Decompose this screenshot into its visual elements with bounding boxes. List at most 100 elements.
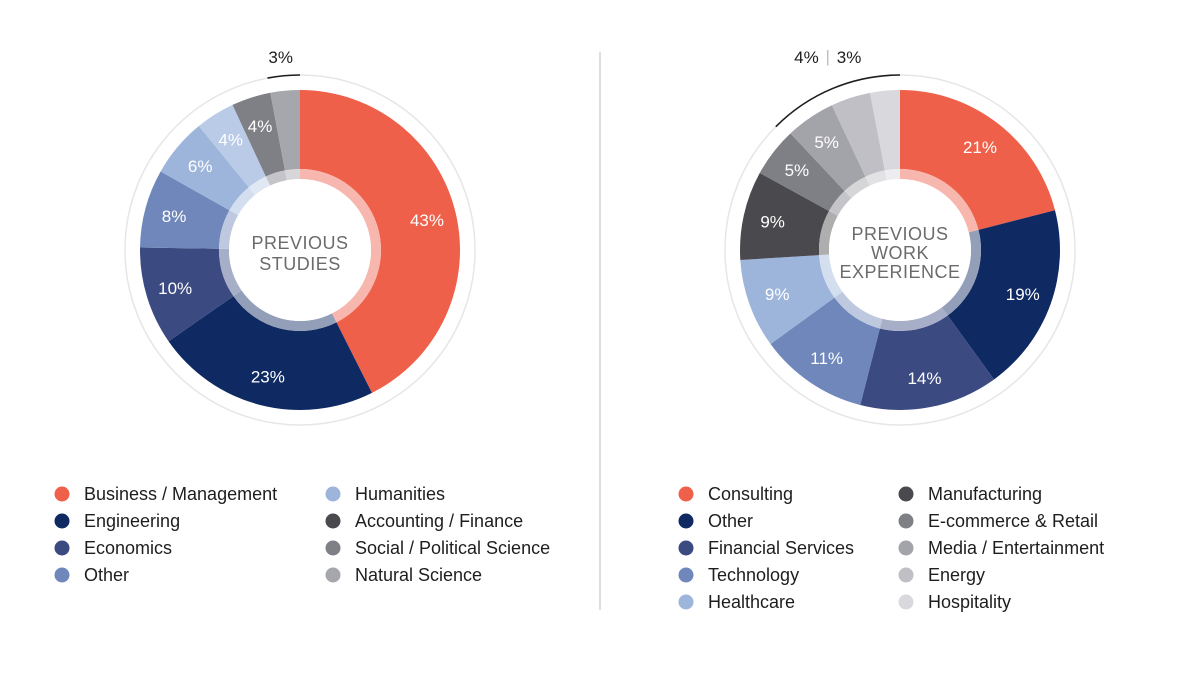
donut-hole xyxy=(229,179,371,321)
slice-value-label: 11% xyxy=(810,349,843,368)
legend-marker xyxy=(325,486,341,502)
center-label-line: WORK xyxy=(871,243,929,263)
callout-bracket xyxy=(267,74,301,79)
slice-inner-band-energy xyxy=(865,170,887,186)
slice-value-label: 9% xyxy=(765,285,790,304)
slice-value-label: 10% xyxy=(158,279,192,298)
slice-inner-band-consulting xyxy=(900,169,979,233)
slice-inner-band-media-entertainment xyxy=(844,176,870,199)
legend-label: Manufacturing xyxy=(928,484,1042,504)
slice-business-management xyxy=(300,90,460,393)
legend-marker xyxy=(898,486,914,502)
slice-value-label: 6% xyxy=(188,157,213,176)
slice-hospitality xyxy=(870,90,900,171)
legend-marker xyxy=(54,567,70,583)
legend-label: Social / Political Science xyxy=(355,538,550,558)
legend-label: Energy xyxy=(928,565,985,585)
slice-value-label: 43% xyxy=(410,211,444,230)
slice-accounting-finance xyxy=(198,104,266,188)
slice-media-entertainment xyxy=(790,105,866,191)
slice-value-label: 21% xyxy=(963,138,997,157)
legend-marker xyxy=(54,513,70,529)
slice-consulting xyxy=(900,90,1055,230)
legend-marker xyxy=(898,594,914,610)
slice-inner-band-technology xyxy=(834,291,883,329)
slice-inner-band-natural-science xyxy=(284,169,300,181)
legend-label: Humanities xyxy=(355,484,445,504)
legend-marker xyxy=(678,567,694,583)
callout-value-label: 3% xyxy=(268,48,293,67)
legend-label: Other xyxy=(84,565,129,585)
legend-label: Economics xyxy=(84,538,172,558)
legend-label: Financial Services xyxy=(708,538,854,558)
legend-marker xyxy=(325,540,341,556)
slice-humanities xyxy=(160,126,249,211)
legend-marker xyxy=(678,513,694,529)
slice-inner-band-financial-services xyxy=(879,307,948,331)
legend-label: Engineering xyxy=(84,511,180,531)
callout-value-label: 3% xyxy=(837,48,862,67)
center-label-line: EXPERIENCE xyxy=(839,262,960,282)
slice-engineering xyxy=(168,296,372,410)
slice-social-political-science xyxy=(232,92,285,177)
legend-label: Technology xyxy=(708,565,799,585)
callout-bracket xyxy=(775,74,901,128)
slice-inner-band-accounting-finance xyxy=(248,176,271,195)
slice-other xyxy=(947,210,1060,380)
legend-label: Healthcare xyxy=(708,592,795,612)
center-label-line: PREVIOUS xyxy=(851,224,948,244)
slice-technology xyxy=(770,297,880,405)
donut-hole xyxy=(829,179,971,321)
slice-inner-band-e-commerce-retail xyxy=(829,190,852,216)
callout-separator: | xyxy=(826,47,830,66)
legend-label: Consulting xyxy=(708,484,793,504)
slice-inner-band-other xyxy=(941,229,981,316)
slice-financial-services xyxy=(860,315,995,410)
center-label-line: PREVIOUS xyxy=(251,233,348,253)
legend-marker xyxy=(898,540,914,556)
slice-inner-band-other xyxy=(219,210,239,249)
legend-marker xyxy=(54,486,70,502)
legend-label: E-commerce & Retail xyxy=(928,511,1098,531)
slice-inner-band-hospitality xyxy=(884,169,900,181)
legend-marker xyxy=(898,513,914,529)
legend-marker xyxy=(325,567,341,583)
legend-label: Accounting / Finance xyxy=(355,511,523,531)
legend-marker xyxy=(678,486,694,502)
slice-inner-band-economics xyxy=(219,248,242,297)
legend-label: Business / Management xyxy=(84,484,277,504)
slice-inner-band-business-management xyxy=(300,169,381,323)
slice-economics xyxy=(140,247,234,342)
center-label-line: STUDIES xyxy=(259,254,341,274)
slice-other xyxy=(140,171,230,249)
slice-inner-band-healthcare xyxy=(819,254,843,298)
slice-e-commerce-retail xyxy=(759,133,845,211)
slice-inner-band-engineering xyxy=(233,290,337,331)
legend-label: Hospitality xyxy=(928,592,1011,612)
slice-value-label: 14% xyxy=(907,369,941,388)
legend-label: Media / Entertainment xyxy=(928,538,1104,558)
slice-inner-band-humanities xyxy=(229,187,256,216)
callout-value-label: 4% xyxy=(794,48,819,67)
slice-value-label: 4% xyxy=(248,117,273,136)
slice-inner-band-manufacturing xyxy=(819,210,838,256)
legend-marker xyxy=(54,540,70,556)
slice-healthcare xyxy=(740,255,835,345)
legend-label: Natural Science xyxy=(355,565,482,585)
slice-natural-science xyxy=(270,90,300,171)
slice-value-label: 23% xyxy=(251,367,285,386)
slice-manufacturing xyxy=(740,172,830,261)
slice-value-label: 9% xyxy=(760,213,785,232)
legend-label: Other xyxy=(708,511,753,531)
slice-value-label: 19% xyxy=(1006,285,1040,304)
legend-marker xyxy=(898,567,914,583)
legend-marker xyxy=(325,513,341,529)
slice-energy xyxy=(831,92,885,177)
legend-marker xyxy=(678,540,694,556)
slice-value-label: 5% xyxy=(814,133,839,152)
legend-marker xyxy=(678,594,694,610)
slice-value-label: 5% xyxy=(785,161,810,180)
slice-inner-band-social-political-science xyxy=(265,170,287,186)
